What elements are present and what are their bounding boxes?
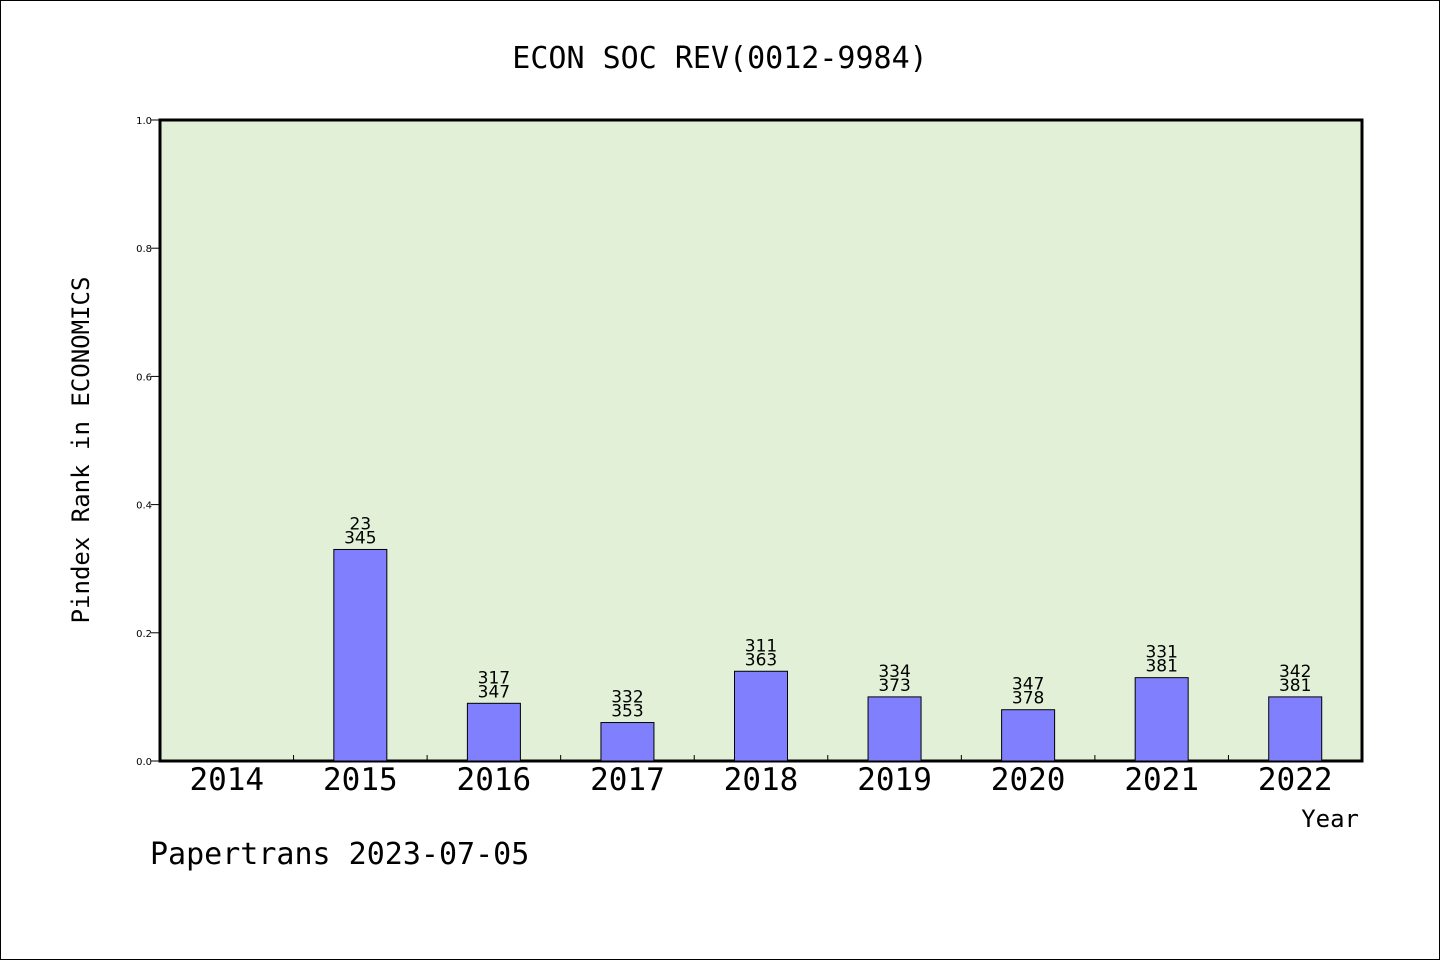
bars-layer — [333, 548, 1323, 762]
x-tick-label: 2022 — [1258, 762, 1333, 798]
x-tick-label: 2016 — [457, 762, 532, 798]
x-tick-label: 2014 — [189, 762, 264, 798]
y-axis-ticks: 0.0 0.2 0.4 0.6 0.8 1.0 — [136, 116, 160, 768]
footer-text: Papertrans 2023-07-05 — [150, 837, 529, 872]
bar-label-bottom: 381 — [1279, 676, 1311, 696]
bar-label-bottom: 363 — [745, 650, 777, 670]
bar-label-bottom: 347 — [478, 682, 510, 702]
x-tick-label: 2020 — [991, 762, 1066, 798]
bar-label-bottom: 353 — [611, 702, 643, 722]
bar — [1001, 709, 1056, 762]
bar — [600, 722, 655, 762]
bar-label-top: 23 — [350, 514, 372, 534]
bar-label-bottom: 381 — [1145, 657, 1177, 677]
x-tick-label: 2017 — [590, 762, 665, 798]
x-tick-label: 2015 — [323, 762, 398, 798]
x-tick-label: 2019 — [857, 762, 932, 798]
y-tick-label: 0.2 — [136, 629, 152, 640]
bar — [734, 670, 788, 762]
chart-title: ECON SOC REV(0012-9984) — [512, 41, 927, 76]
bar-label-top: 332 — [611, 688, 643, 708]
bar-label-top: 342 — [1279, 662, 1311, 682]
bar-label-top: 334 — [878, 662, 910, 682]
x-tick-label: 2021 — [1124, 762, 1199, 798]
bar — [1134, 677, 1189, 762]
y-tick-label: 0.6 — [136, 372, 152, 383]
bar-label-top: 347 — [1012, 675, 1044, 695]
x-tick-label: 2018 — [724, 762, 799, 798]
bar-label-top: 331 — [1145, 643, 1177, 663]
bar-label-bottom: 378 — [1012, 689, 1044, 709]
bar-label-top: 311 — [745, 636, 777, 656]
bar — [333, 548, 388, 762]
y-tick-label: 0.0 — [136, 757, 152, 768]
bar-label-top: 317 — [478, 668, 510, 688]
y-axis-title: Pindex Rank in ECONOMICS — [67, 277, 95, 624]
bar-label-bottom: 345 — [344, 528, 376, 548]
y-tick-label: 0.8 — [136, 244, 152, 255]
bar — [1268, 696, 1323, 762]
x-axis-title: Year — [1301, 805, 1359, 833]
x-axis-ticks: 2014 2015 2016 2017 2018 2019 2020 2021 2022 — [189, 755, 1333, 798]
bar — [867, 696, 922, 762]
y-tick-label: 0.4 — [136, 501, 152, 512]
bar — [466, 702, 521, 762]
y-tick-label: 1.0 — [136, 116, 152, 127]
bar-label-bottom: 373 — [878, 676, 910, 696]
